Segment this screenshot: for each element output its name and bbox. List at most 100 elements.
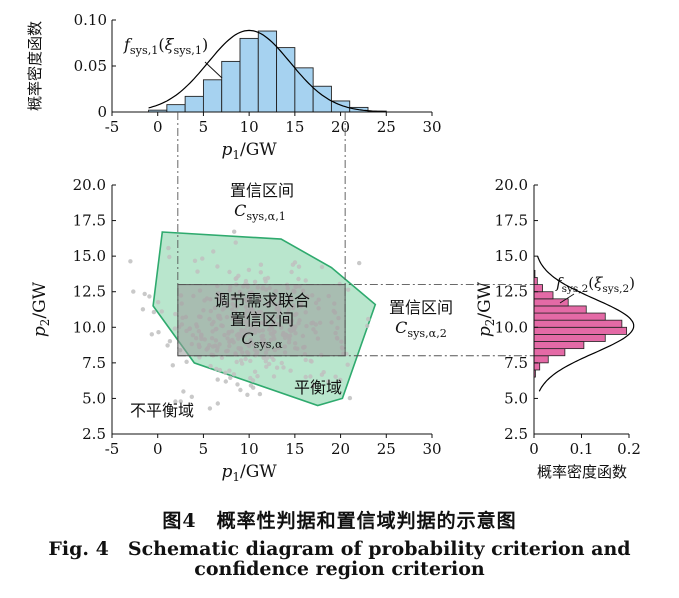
scatter-point (173, 311, 178, 317)
right-hist-y-tick-label: 5.0 (504, 389, 528, 407)
scatter-point (309, 359, 314, 364)
right-hist-bar (533, 284, 543, 293)
scatter-point (232, 229, 237, 234)
scatter-x-tick-label: 30 (422, 440, 441, 458)
scatter-point (149, 332, 154, 337)
right-hist-y-axis-label-subscript: 2 (483, 319, 497, 327)
right-hist-y-axis-label: p2/GW (475, 281, 497, 337)
scatter-x-tick-label: 15 (285, 440, 304, 458)
scatter-point (265, 355, 270, 360)
right-hist-bar (533, 355, 549, 364)
top-hist-x-tick-label: -5 (105, 118, 120, 136)
joint-cn-label-line1: 调节需求联合 (214, 291, 310, 310)
scatter-x-tick-label: 25 (377, 440, 396, 458)
top-hist-bar (184, 95, 204, 113)
top-hist-x-tick-label: 30 (422, 118, 441, 136)
scatter-point (338, 377, 343, 383)
scatter-y-axis-label-symbol: p (30, 326, 50, 337)
right-hist-curve-label-paren: ( (588, 274, 594, 292)
right-hist-y-tick-label: 2.5 (504, 425, 528, 443)
right-hist-curve-label-subscript: sys,2 (562, 283, 589, 295)
scatter-y-tick-label: 2.5 (82, 425, 106, 443)
scatter-point (289, 269, 294, 275)
scatter-point (131, 289, 136, 294)
right-hist-y-axis-label-unit: /GW (475, 281, 495, 318)
right-hist-curve-label-symbol: f (555, 274, 564, 292)
scatter-point (319, 264, 325, 270)
scatter-point (167, 339, 173, 344)
scatter-point (170, 363, 175, 368)
top-hist-x-tick-label: 0 (153, 118, 163, 136)
scatter-point (248, 358, 253, 364)
right-hist-bar (533, 348, 566, 357)
scatter-x-axis-label-unit: /GW (240, 462, 277, 482)
scatter-point (181, 389, 186, 394)
scatter-point (235, 382, 240, 387)
top-hist-bar (294, 67, 314, 113)
top-hist-curve-label-paren: ( (158, 35, 164, 54)
top-hist-x-axis-label: p1/GW (222, 140, 278, 162)
top-hist-curve-label-arg-subscript: sys,1 (173, 44, 201, 57)
scatter-point (243, 356, 248, 362)
scatter-point (264, 364, 269, 369)
top-hist-x-tick-label: 15 (285, 118, 304, 136)
right-hist-bar (533, 291, 554, 300)
scatter-point (248, 375, 253, 381)
scatter-point (215, 377, 220, 382)
scatter-point (147, 294, 152, 299)
right-hist-y-tick-label: 7.5 (504, 354, 528, 372)
top-hist-y-tick-label: 0.10 (74, 11, 107, 29)
scatter-point (223, 379, 228, 384)
scatter-point (208, 363, 213, 369)
right-hist-x-tick-label: 0.2 (617, 440, 641, 458)
scatter-point (245, 392, 250, 397)
top-hist-curve-pointer (204, 61, 223, 79)
top-hist-x-tick-label: 20 (331, 118, 350, 136)
scatter-point (189, 394, 194, 399)
scatter-y-axis-label-unit: /GW (30, 281, 50, 318)
top-hist-curve-label-arg: ξ (165, 35, 175, 54)
scatter-point (252, 279, 258, 284)
conf2-symbol-label: Csys,α,2 (395, 318, 447, 340)
balance-domain-label: 平衡域 (294, 378, 342, 397)
scatter-point (311, 383, 316, 388)
scatter-point (142, 291, 147, 297)
top-hist-curve-label-symbol: f (123, 35, 133, 54)
right-hist-curve-label-arg-subscript: sys,2 (602, 283, 629, 295)
top-hist-y-tick-label: 0.05 (74, 57, 107, 75)
top-hist-y-axis-label: 概率密度函数 (26, 21, 44, 111)
scatter-point (156, 330, 161, 335)
scatter-point (290, 262, 296, 267)
scatter-point (263, 279, 268, 284)
right-hist-bar (533, 312, 606, 321)
top-hist-bar (221, 60, 241, 113)
scatter-point (271, 374, 277, 379)
right-hist-y-axis-label-symbol: p (475, 326, 495, 337)
scatter-point (233, 240, 238, 245)
scatter-point (214, 366, 219, 372)
top-hist-bar (239, 37, 259, 113)
right-hist-bar (533, 305, 587, 314)
top-hist-curve-label: fsys,1(ξsys,1) (123, 35, 208, 57)
scatter-point (365, 323, 370, 329)
scatter-point (238, 387, 243, 393)
scatter-point (215, 264, 220, 269)
scatter-point (217, 367, 223, 373)
right-hist-bar (533, 326, 628, 335)
scatter-point (303, 357, 308, 363)
right-hist-y-tick-label: 15.0 (495, 247, 528, 265)
scatter-y-tick-label: 20.0 (73, 176, 106, 194)
scatter-y-tick-label: 12.5 (73, 283, 106, 301)
scatter-point (296, 264, 302, 269)
top-hist-x-tick-label: 10 (240, 118, 259, 136)
scatter-y-tick-label: 15.0 (73, 247, 106, 265)
scatter-point (303, 374, 308, 380)
scatter-point (195, 269, 200, 274)
right-hist-curve-label-arg: ξ (594, 274, 603, 292)
scatter-point (228, 375, 233, 380)
conf1-symbol-label-subscript: sys,α,1 (246, 210, 286, 223)
right-hist-y-tick-label: 12.5 (495, 283, 528, 301)
scatter-point (366, 316, 371, 322)
scatter-point (192, 258, 198, 263)
conf1-cn-label: 置信区间 (230, 181, 294, 200)
